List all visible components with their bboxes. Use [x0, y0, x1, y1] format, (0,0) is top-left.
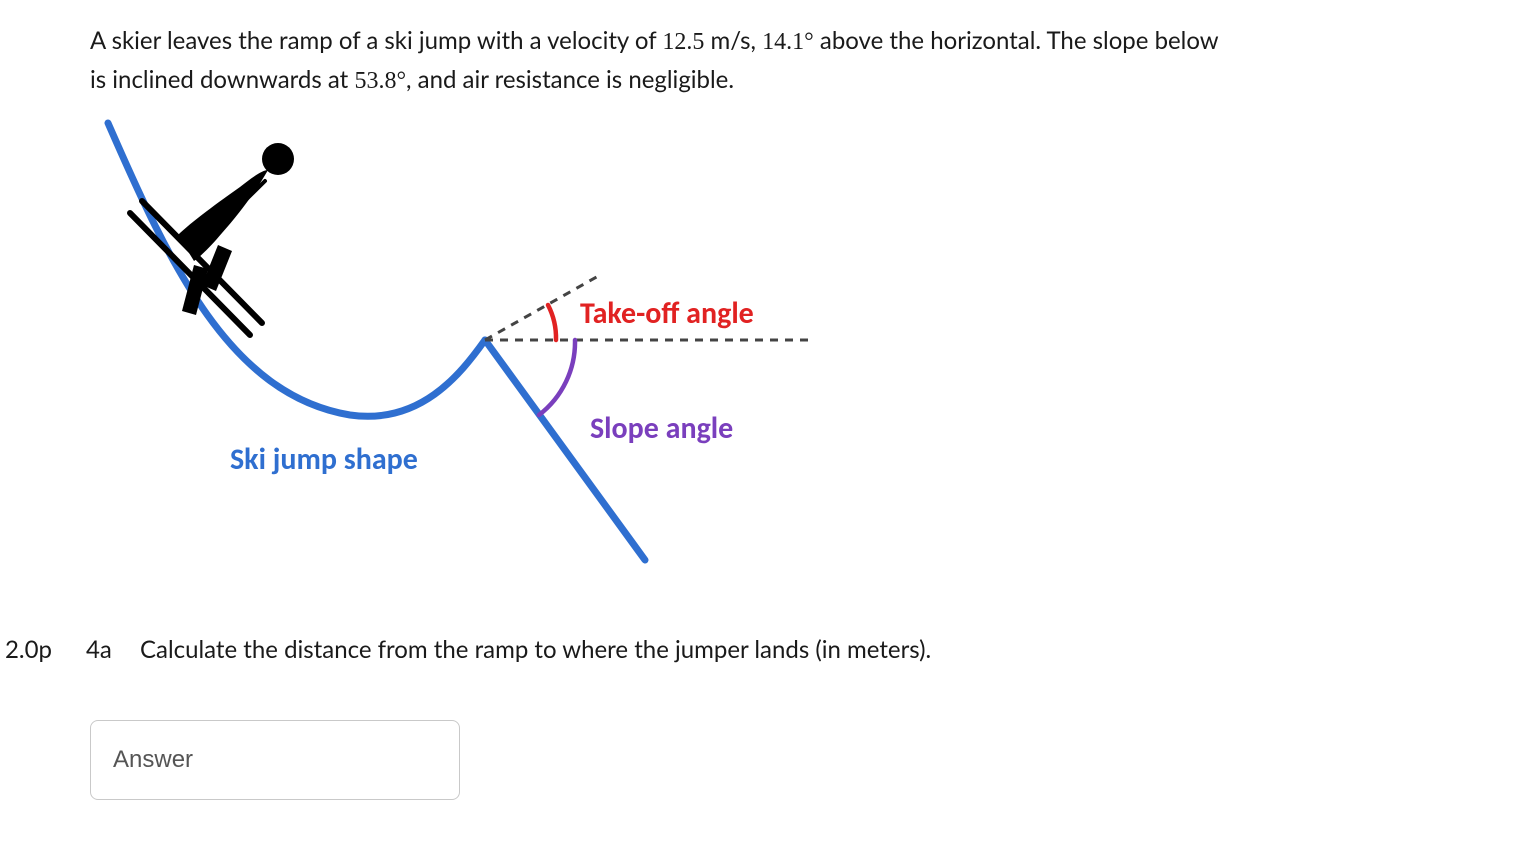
ski-ramp-curve — [108, 123, 485, 416]
slope-angle-label: Slope angle — [590, 410, 733, 447]
part-question-text: Calculate the distance from the ramp to … — [140, 635, 931, 664]
question-text: A skier leaves the ramp of a ski jump wi… — [90, 22, 1220, 100]
skier-icon — [130, 143, 294, 335]
q-post: , and air resistance is negligible. — [406, 65, 734, 94]
takeoff-angle-arc — [548, 305, 556, 340]
takeoff-angle-label: Take-off angle — [580, 295, 754, 332]
slope-angle-arc — [539, 340, 575, 415]
q-velocity-unit: m/s, — [704, 26, 762, 55]
degree-symbol-1: ° — [804, 29, 814, 55]
ski-jump-shape-label: Ski jump shape — [230, 441, 418, 478]
q-pre: A skier leaves the ramp of a ski jump wi… — [90, 26, 662, 55]
diagram-svg — [90, 115, 910, 585]
part-label: 4a — [86, 635, 112, 664]
page: A skier leaves the ramp of a ski jump wi… — [0, 0, 1532, 866]
q-slope-angle: 53.8 — [354, 68, 396, 94]
part-points: 2.0p — [5, 635, 52, 664]
answer-input[interactable] — [90, 720, 460, 800]
ski-jump-diagram: Take-off angle Slope angle Ski jump shap… — [90, 115, 910, 585]
degree-symbol-2: ° — [396, 68, 406, 94]
q-takeoff-angle: 14.1 — [762, 29, 804, 55]
q-velocity: 12.5 — [662, 29, 704, 55]
landing-slope-line — [485, 340, 645, 560]
